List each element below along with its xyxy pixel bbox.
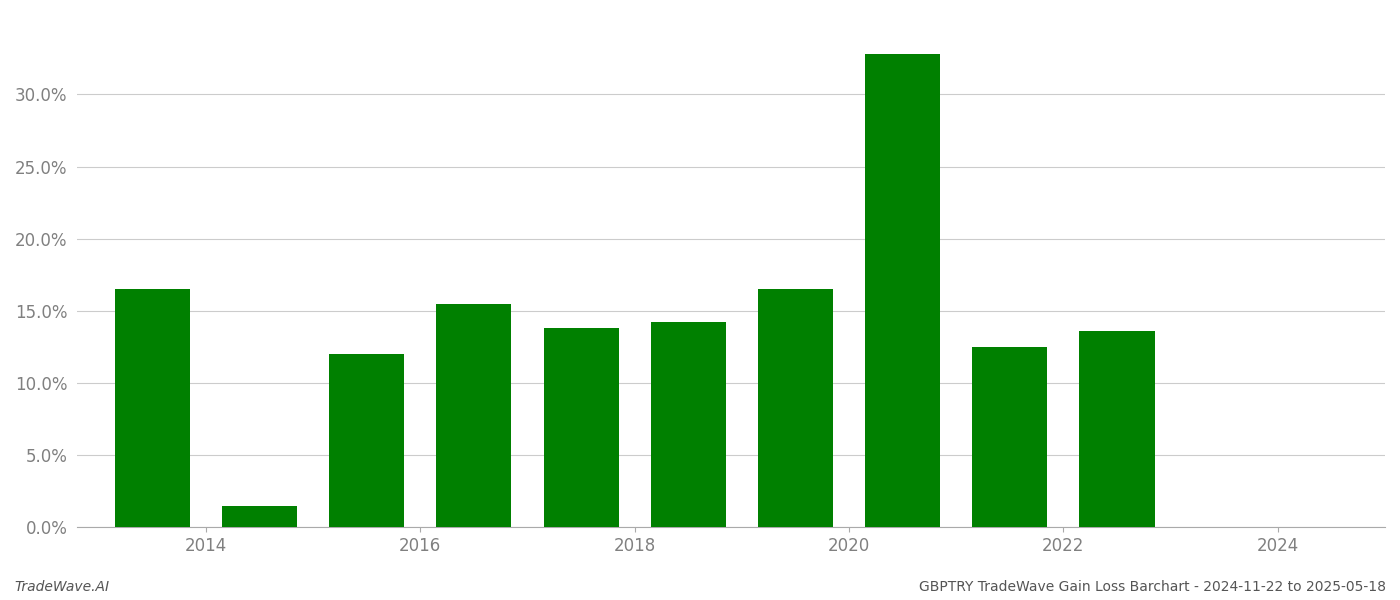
Text: TradeWave.AI: TradeWave.AI	[14, 580, 109, 594]
Bar	[223, 506, 297, 527]
Bar	[1079, 331, 1155, 527]
Bar	[972, 347, 1047, 527]
Bar	[329, 354, 405, 527]
Bar	[757, 289, 833, 527]
Bar	[115, 289, 190, 527]
Bar	[437, 304, 511, 527]
Text: GBPTRY TradeWave Gain Loss Barchart - 2024-11-22 to 2025-05-18: GBPTRY TradeWave Gain Loss Barchart - 20…	[918, 580, 1386, 594]
Bar	[651, 322, 725, 527]
Bar	[865, 54, 941, 527]
Bar	[543, 328, 619, 527]
